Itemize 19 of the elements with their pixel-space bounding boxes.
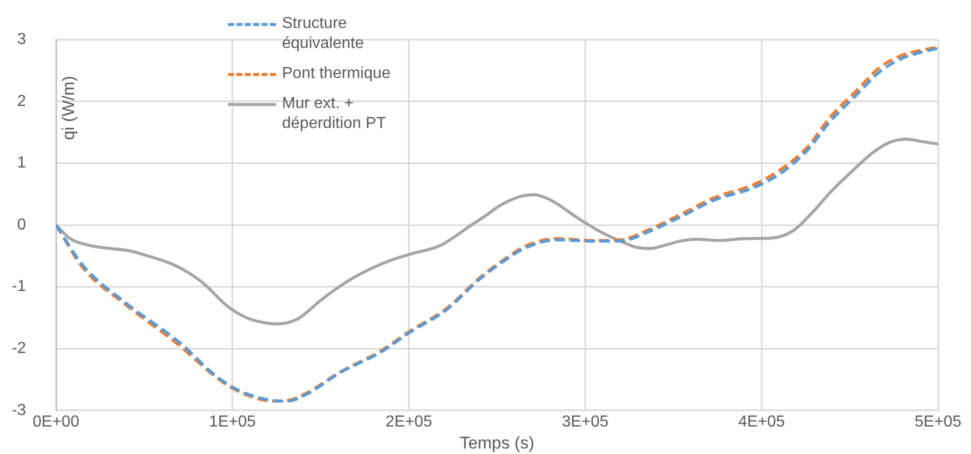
line-series xyxy=(56,138,938,326)
legend-label: Structure équivalente xyxy=(282,14,365,54)
y-tick-label: 2 xyxy=(17,92,26,110)
x-tick-label: 4E+05 xyxy=(738,413,786,430)
x-tick-label: 1E+05 xyxy=(209,413,256,430)
y-tick-label: 1 xyxy=(17,154,26,172)
x-tick-label: 0E+00 xyxy=(32,413,80,430)
x-tick-label: 3E+05 xyxy=(562,413,609,430)
y-tick-label: 3 xyxy=(17,31,26,48)
x-axis-title: Temps (s) xyxy=(460,433,534,452)
y-tick-label: -3 xyxy=(12,402,26,419)
y-tick-label: -2 xyxy=(12,340,26,358)
legend-label: Pont thermique xyxy=(282,64,392,84)
y-tick-label: 0 xyxy=(17,216,26,234)
x-tick-label: 2E+05 xyxy=(385,413,432,430)
legend-label: Mur ext. + déperdition PT xyxy=(282,94,388,134)
y-axis-title: qi (W/m) xyxy=(59,76,79,140)
x-tick-label: 5E+05 xyxy=(914,413,962,430)
y-tick-label: -1 xyxy=(12,278,26,296)
